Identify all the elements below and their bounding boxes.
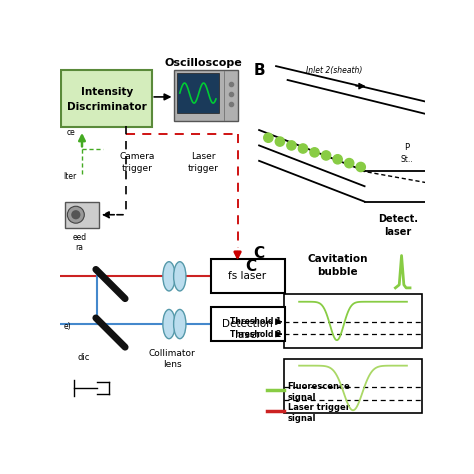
Text: fs laser: fs laser (228, 271, 266, 282)
Circle shape (356, 163, 365, 172)
Bar (65, 201, 99, 228)
Text: Camera: Camera (120, 153, 155, 162)
Bar (284, 359, 422, 413)
Circle shape (333, 155, 342, 164)
Text: C: C (245, 259, 256, 274)
FancyBboxPatch shape (177, 73, 219, 113)
Circle shape (345, 158, 354, 168)
Text: dic: dic (77, 353, 90, 362)
Circle shape (310, 148, 319, 157)
Text: ra: ra (76, 243, 84, 252)
Text: Laser trigger: Laser trigger (288, 403, 350, 412)
Circle shape (67, 206, 84, 223)
Text: laser: laser (235, 330, 260, 340)
Text: Laser: Laser (191, 153, 215, 162)
Text: B: B (253, 63, 265, 78)
Text: Discriminator: Discriminator (67, 102, 146, 112)
Text: bubble: bubble (317, 267, 358, 277)
Text: Detection: Detection (222, 319, 273, 329)
FancyBboxPatch shape (173, 70, 238, 121)
Text: lens: lens (163, 360, 182, 369)
Circle shape (264, 133, 273, 142)
Text: Cavitation: Cavitation (307, 255, 368, 264)
Text: Fluorescence: Fluorescence (288, 382, 350, 391)
Text: Intensity: Intensity (81, 87, 133, 97)
Text: St..: St.. (401, 155, 413, 164)
Text: e): e) (64, 322, 71, 331)
Ellipse shape (163, 310, 175, 339)
Text: ce: ce (66, 128, 75, 137)
Text: Detect.: Detect. (378, 214, 418, 224)
Text: Threshold 2: Threshold 2 (230, 329, 282, 338)
Text: Collimator: Collimator (149, 349, 195, 358)
Circle shape (287, 141, 296, 150)
Text: signal: signal (288, 414, 316, 423)
Ellipse shape (173, 262, 186, 291)
Ellipse shape (163, 262, 175, 291)
Circle shape (71, 210, 81, 219)
Ellipse shape (173, 310, 186, 339)
Text: Inlet 2(sheath): Inlet 2(sheath) (306, 66, 362, 75)
Circle shape (298, 144, 308, 153)
Text: lter: lter (64, 172, 77, 181)
Text: trigger: trigger (122, 164, 153, 173)
Text: C: C (254, 246, 264, 261)
Text: Oscilloscope: Oscilloscope (164, 58, 242, 68)
Circle shape (321, 151, 331, 160)
Text: eed: eed (73, 233, 87, 242)
FancyBboxPatch shape (61, 70, 152, 127)
Text: signal: signal (288, 393, 316, 402)
Circle shape (275, 137, 284, 146)
Bar (211, 259, 284, 293)
Text: P: P (404, 143, 410, 152)
Text: trigger: trigger (187, 164, 219, 173)
Bar (211, 307, 284, 341)
Bar (284, 294, 422, 348)
Text: Threshold 1: Threshold 1 (230, 317, 282, 326)
Text: laser: laser (384, 227, 411, 237)
